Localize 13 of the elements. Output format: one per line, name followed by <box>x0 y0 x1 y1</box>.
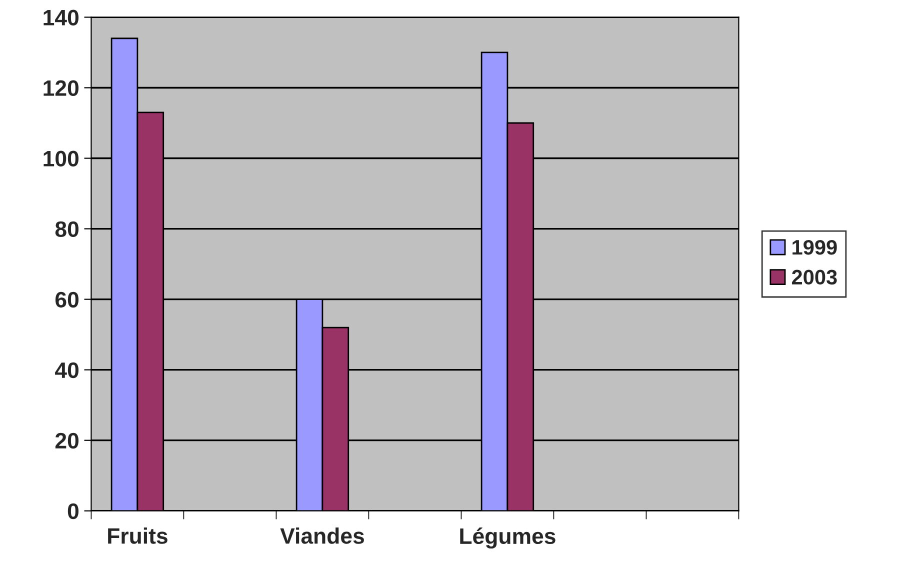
legend-label: 2003 <box>792 270 837 285</box>
x-tick-label: Légumes <box>460 528 556 549</box>
y-tick-label: 120 <box>44 80 78 96</box>
y-tick-label: 80 <box>55 221 78 238</box>
y-tick-label: 60 <box>55 292 78 308</box>
legend-label: 1999 <box>792 240 837 255</box>
y-tick-label: 100 <box>44 150 78 167</box>
y-tick-label: 140 <box>44 10 78 26</box>
x-tick-label: Fruits <box>108 528 168 544</box>
y-tick-label: 40 <box>55 362 78 378</box>
y-tick-label: 20 <box>55 432 78 449</box>
x-tick-label: Viandes <box>280 528 364 544</box>
y-tick-label: 0 <box>68 503 78 520</box>
